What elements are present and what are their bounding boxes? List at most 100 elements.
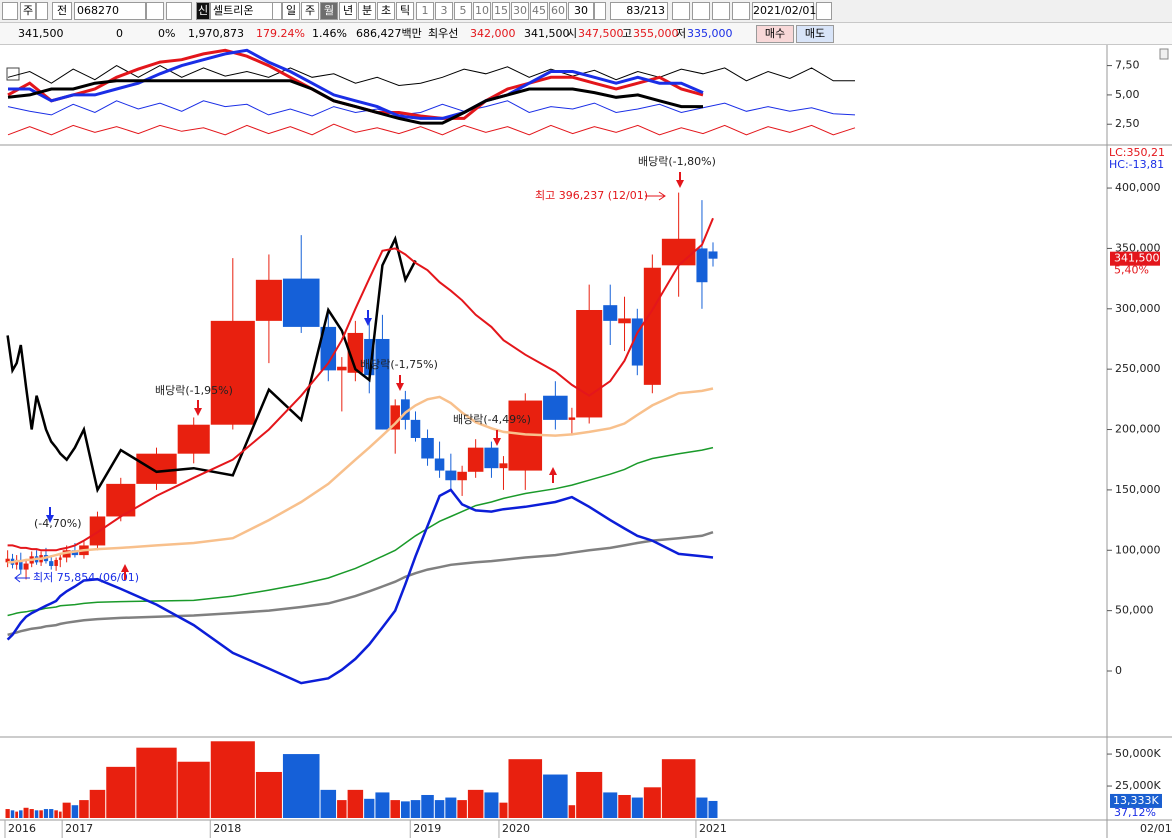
marker-arrow [14,573,30,583]
volume-bar [421,794,434,818]
name-input[interactable]: 셀트리온 [210,2,274,20]
candle-body [457,471,467,481]
dropdown[interactable] [36,2,48,20]
marker-arrow [549,467,557,483]
market-select[interactable]: 주 [20,2,36,20]
interval-button[interactable]: 15 [492,2,510,20]
candle-body [320,326,337,371]
volume-bar [255,771,282,818]
volume-bar [49,809,54,818]
ma-line [7,531,714,637]
count-input[interactable]: 83/213 [610,2,668,20]
volume-bar [445,797,457,818]
dropdown[interactable] [594,2,606,20]
settings-button[interactable] [732,2,750,20]
interval-button[interactable]: 3 [435,2,453,20]
y-tick-label: 5,00 [1115,88,1140,101]
marker-arrow [121,564,129,580]
candle-body [54,559,58,566]
indicator-line [7,79,703,125]
volume-bar [29,809,34,818]
tool-button[interactable] [672,2,690,20]
calendar-button[interactable] [816,2,832,20]
candle-body [58,557,62,560]
interval-button[interactable]: 5 [454,2,472,20]
x-tick-label: 2019 [413,822,441,835]
best-quote-label: 최우선 [428,27,459,40]
volume-bar [54,810,58,818]
volume-bar [568,805,576,818]
period-button[interactable]: 초 [377,2,395,20]
period-button[interactable]: 주 [301,2,319,20]
interval-button[interactable]: 30 [511,2,529,20]
marker-arrow [194,400,202,416]
period-button[interactable]: 분 [358,2,376,20]
volume-bar [661,759,696,818]
volume-bar [576,771,603,818]
candle-body [708,251,718,259]
y-tick-label: 250,000 [1115,362,1161,375]
interval-input[interactable]: 30 [568,2,594,20]
ma-line [6,488,714,685]
period-button[interactable]: 월 [320,2,338,20]
candle-body [499,463,508,469]
volume-bar [347,789,364,818]
candle-body [19,559,23,570]
volume-bar [282,754,320,818]
ratio-label: 37,12% [1114,806,1156,819]
period-button[interactable]: 틱 [396,2,414,20]
y-tick-label: 50,000 [1115,604,1154,617]
search-button[interactable] [146,2,164,20]
candle-body [484,447,499,469]
sell-button[interactable]: 매도 [796,25,834,43]
volume-bar [400,801,410,818]
volume-bar [337,800,347,818]
tool-button[interactable] [712,2,730,20]
annotation: 배당락(-4,49%) [453,413,531,426]
candle-body [603,305,618,321]
sound-button[interactable] [166,2,192,20]
volume-bar [410,800,421,818]
marker-arrow [645,191,666,201]
candle-body [576,309,603,418]
date-input[interactable]: 2021/02/01 [752,2,816,20]
volume-bar [708,800,718,818]
x-tick-label: 2021 [699,822,727,835]
candle-body [5,558,10,563]
y-tick-label: 350,000 [1115,241,1161,254]
ma-line [6,235,417,494]
code-input[interactable]: 068270 [74,2,146,20]
open-label: 시 [567,27,578,40]
y-tick-label: 400,000 [1115,181,1161,194]
candle-body [337,366,347,371]
volume-bar [210,741,255,818]
y-tick-label: 7,50 [1115,59,1140,72]
volume-bar [34,810,39,818]
annotation: 배당락(-1,95%) [155,384,233,397]
menu-icon[interactable] [2,2,18,20]
volume-bar [631,797,643,818]
volume-bar [79,800,89,818]
panel-button [1159,48,1169,60]
dropdown[interactable] [272,2,282,20]
volume: 1,970,873 [188,27,244,40]
interval-button[interactable]: 60 [549,2,567,20]
prev-button[interactable]: 전 [52,2,72,20]
tool-button[interactable] [692,2,710,20]
y-tick-label: 25,000K [1115,779,1161,792]
period-button[interactable]: 일 [282,2,300,20]
candle-body [467,447,484,472]
interval-button[interactable]: 45 [530,2,548,20]
buy-button[interactable]: 매수 [756,25,794,43]
interval-button[interactable]: 1 [416,2,434,20]
volume-bar [19,810,23,818]
ma-line [7,446,714,617]
volume-bar [106,766,136,818]
candle-body [445,470,457,481]
indicator-line [7,65,855,87]
volume-bar [136,747,177,818]
interval-button[interactable]: 10 [473,2,491,20]
ma-line [7,217,714,552]
period-button[interactable]: 년 [339,2,357,20]
